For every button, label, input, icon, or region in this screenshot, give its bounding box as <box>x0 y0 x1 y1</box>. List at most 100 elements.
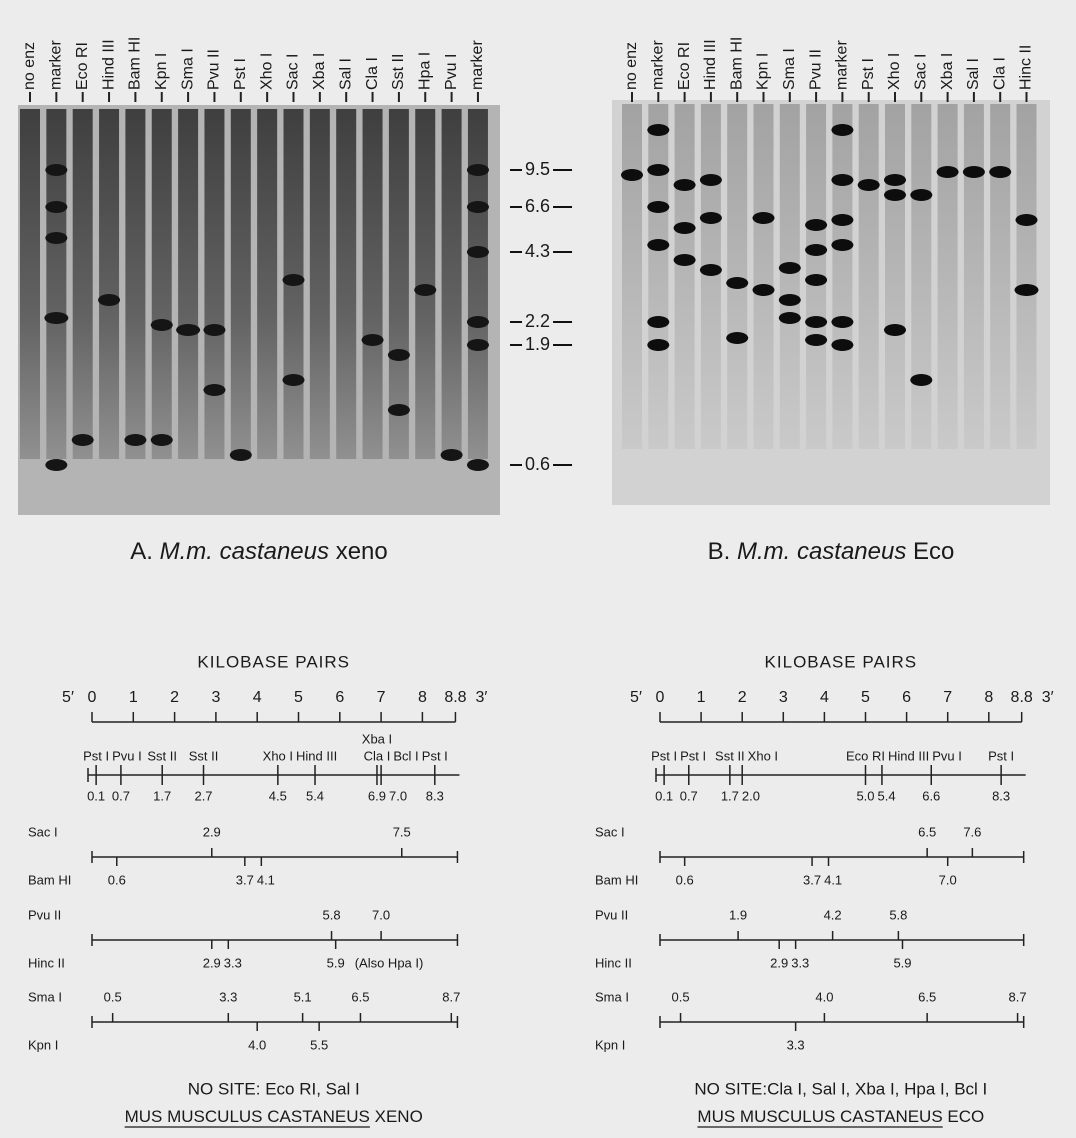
gel-band <box>831 174 854 186</box>
gel-band <box>805 316 828 328</box>
size-marker-label: 0.6 <box>525 454 550 474</box>
gel-lane <box>362 109 383 459</box>
scale-label: 7 <box>943 689 952 706</box>
site-position: 2.7 <box>194 788 212 803</box>
no-site: NO SITE: Eco RI, Sal I <box>188 1079 360 1098</box>
gel-lane <box>257 109 278 459</box>
scale-label: 3 <box>779 689 788 706</box>
lane-label: Pvu II <box>206 49 223 90</box>
gel-lane <box>230 109 251 459</box>
gel-band <box>45 232 68 244</box>
gel-band <box>699 174 722 186</box>
caption-letter: B. <box>708 538 731 565</box>
lane-label: Sac I <box>285 54 302 90</box>
gel-band <box>647 124 670 136</box>
site-position: 6.5 <box>918 824 936 839</box>
gel-band <box>282 374 305 386</box>
scale-label: 8 <box>984 689 993 706</box>
row-enzyme: Hinc II <box>28 955 65 970</box>
site-enzyme: Sst II <box>189 748 219 763</box>
site-position: 8.3 <box>426 788 444 803</box>
row-enzyme: Bam HI <box>28 872 71 887</box>
gel-band <box>778 262 801 274</box>
size-marker-label: 2.2 <box>525 311 550 331</box>
lane-label: no enz <box>623 42 640 90</box>
map-title: MUS MUSCULUS CASTANEUS ECO <box>697 1107 984 1126</box>
site-position: 8.7 <box>442 989 460 1004</box>
site-position: 4.0 <box>248 1037 266 1052</box>
site-position: 5.8 <box>889 907 907 922</box>
gel-band <box>387 404 410 416</box>
gel-band <box>726 277 749 289</box>
gel-band <box>936 166 959 178</box>
gel-band <box>466 246 489 258</box>
site-position: 5.9 <box>327 955 345 970</box>
gel-band <box>647 201 670 213</box>
map-title-suffix: XENO <box>375 1107 423 1126</box>
site-enzyme: Xho I <box>263 748 293 763</box>
gel-lane <box>858 104 879 449</box>
site-position: 4.2 <box>824 907 842 922</box>
gel-band <box>621 169 643 181</box>
site-position: 5.0 <box>856 788 874 803</box>
gel-band <box>778 294 801 306</box>
gel-band <box>831 339 854 351</box>
scale-label: 4 <box>253 689 262 706</box>
lane-label: Pst I <box>232 58 249 90</box>
site-enzyme: Pst I <box>680 748 706 763</box>
site-position: 6.6 <box>922 788 940 803</box>
caption-species: M.m. castaneus <box>737 538 906 565</box>
panel-caption: A. M.m. castaneus xeno <box>130 538 387 565</box>
gel-band <box>673 254 696 266</box>
site-enzyme: Pvu I <box>112 748 142 763</box>
gel-band <box>176 324 201 336</box>
gel-lane <box>937 104 958 449</box>
size-marker-label: 1.9 <box>525 334 550 354</box>
site-enzyme: Pst I <box>988 748 1014 763</box>
site-enzyme: Pst I <box>651 748 677 763</box>
lane-label: Sac I <box>913 54 930 90</box>
gel-band <box>440 449 463 461</box>
gel-band <box>752 212 775 224</box>
lane-label: Pvu I <box>443 54 460 90</box>
lane-label: Eco RI <box>676 42 693 90</box>
lane-label: Eco RI <box>74 42 91 90</box>
three-prime: 3′ <box>1042 689 1054 706</box>
scale-label: 8 <box>418 689 427 706</box>
caption-probe: Eco <box>913 538 954 565</box>
site-position: 0.5 <box>104 989 122 1004</box>
gel-lane <box>125 109 146 459</box>
gel-lane <box>309 109 330 459</box>
lane-label: Hind III <box>100 39 117 90</box>
map-title-name: MUS MUSCULUS CASTANEUS <box>125 1107 370 1126</box>
gel-band <box>466 339 489 351</box>
gel-band <box>387 349 410 361</box>
scale-label: 3 <box>211 689 220 706</box>
site-position: 6.9 <box>368 788 386 803</box>
gel-band <box>466 201 489 213</box>
caption-probe: xeno <box>336 538 388 565</box>
site-position: 7.5 <box>393 824 411 839</box>
lane-label: Bam HI <box>127 37 144 90</box>
site-position: 7.0 <box>939 872 957 887</box>
gel-band <box>203 324 226 336</box>
scale-label: 5 <box>861 689 870 706</box>
gel-band <box>962 166 985 178</box>
site-position: 2.9 <box>203 955 221 970</box>
site-enzyme: Xba I <box>362 731 392 746</box>
site-position: 1.7 <box>721 788 739 803</box>
gel-lane <box>622 104 642 449</box>
five-prime: 5′ <box>62 689 74 706</box>
site-position: 3.3 <box>791 955 809 970</box>
site-position: 5.9 <box>893 955 911 970</box>
gel-band <box>647 339 670 351</box>
scale-label: 2 <box>170 689 179 706</box>
gel-band <box>831 239 854 251</box>
row-enzyme: Kpn I <box>28 1037 58 1052</box>
map-title: MUS MUSCULUS CASTANEUS XENO <box>125 1107 423 1126</box>
gel-band <box>752 284 775 296</box>
site-position: 7.0 <box>389 788 407 803</box>
gel-band <box>805 334 828 346</box>
gel-lane <box>885 104 905 449</box>
